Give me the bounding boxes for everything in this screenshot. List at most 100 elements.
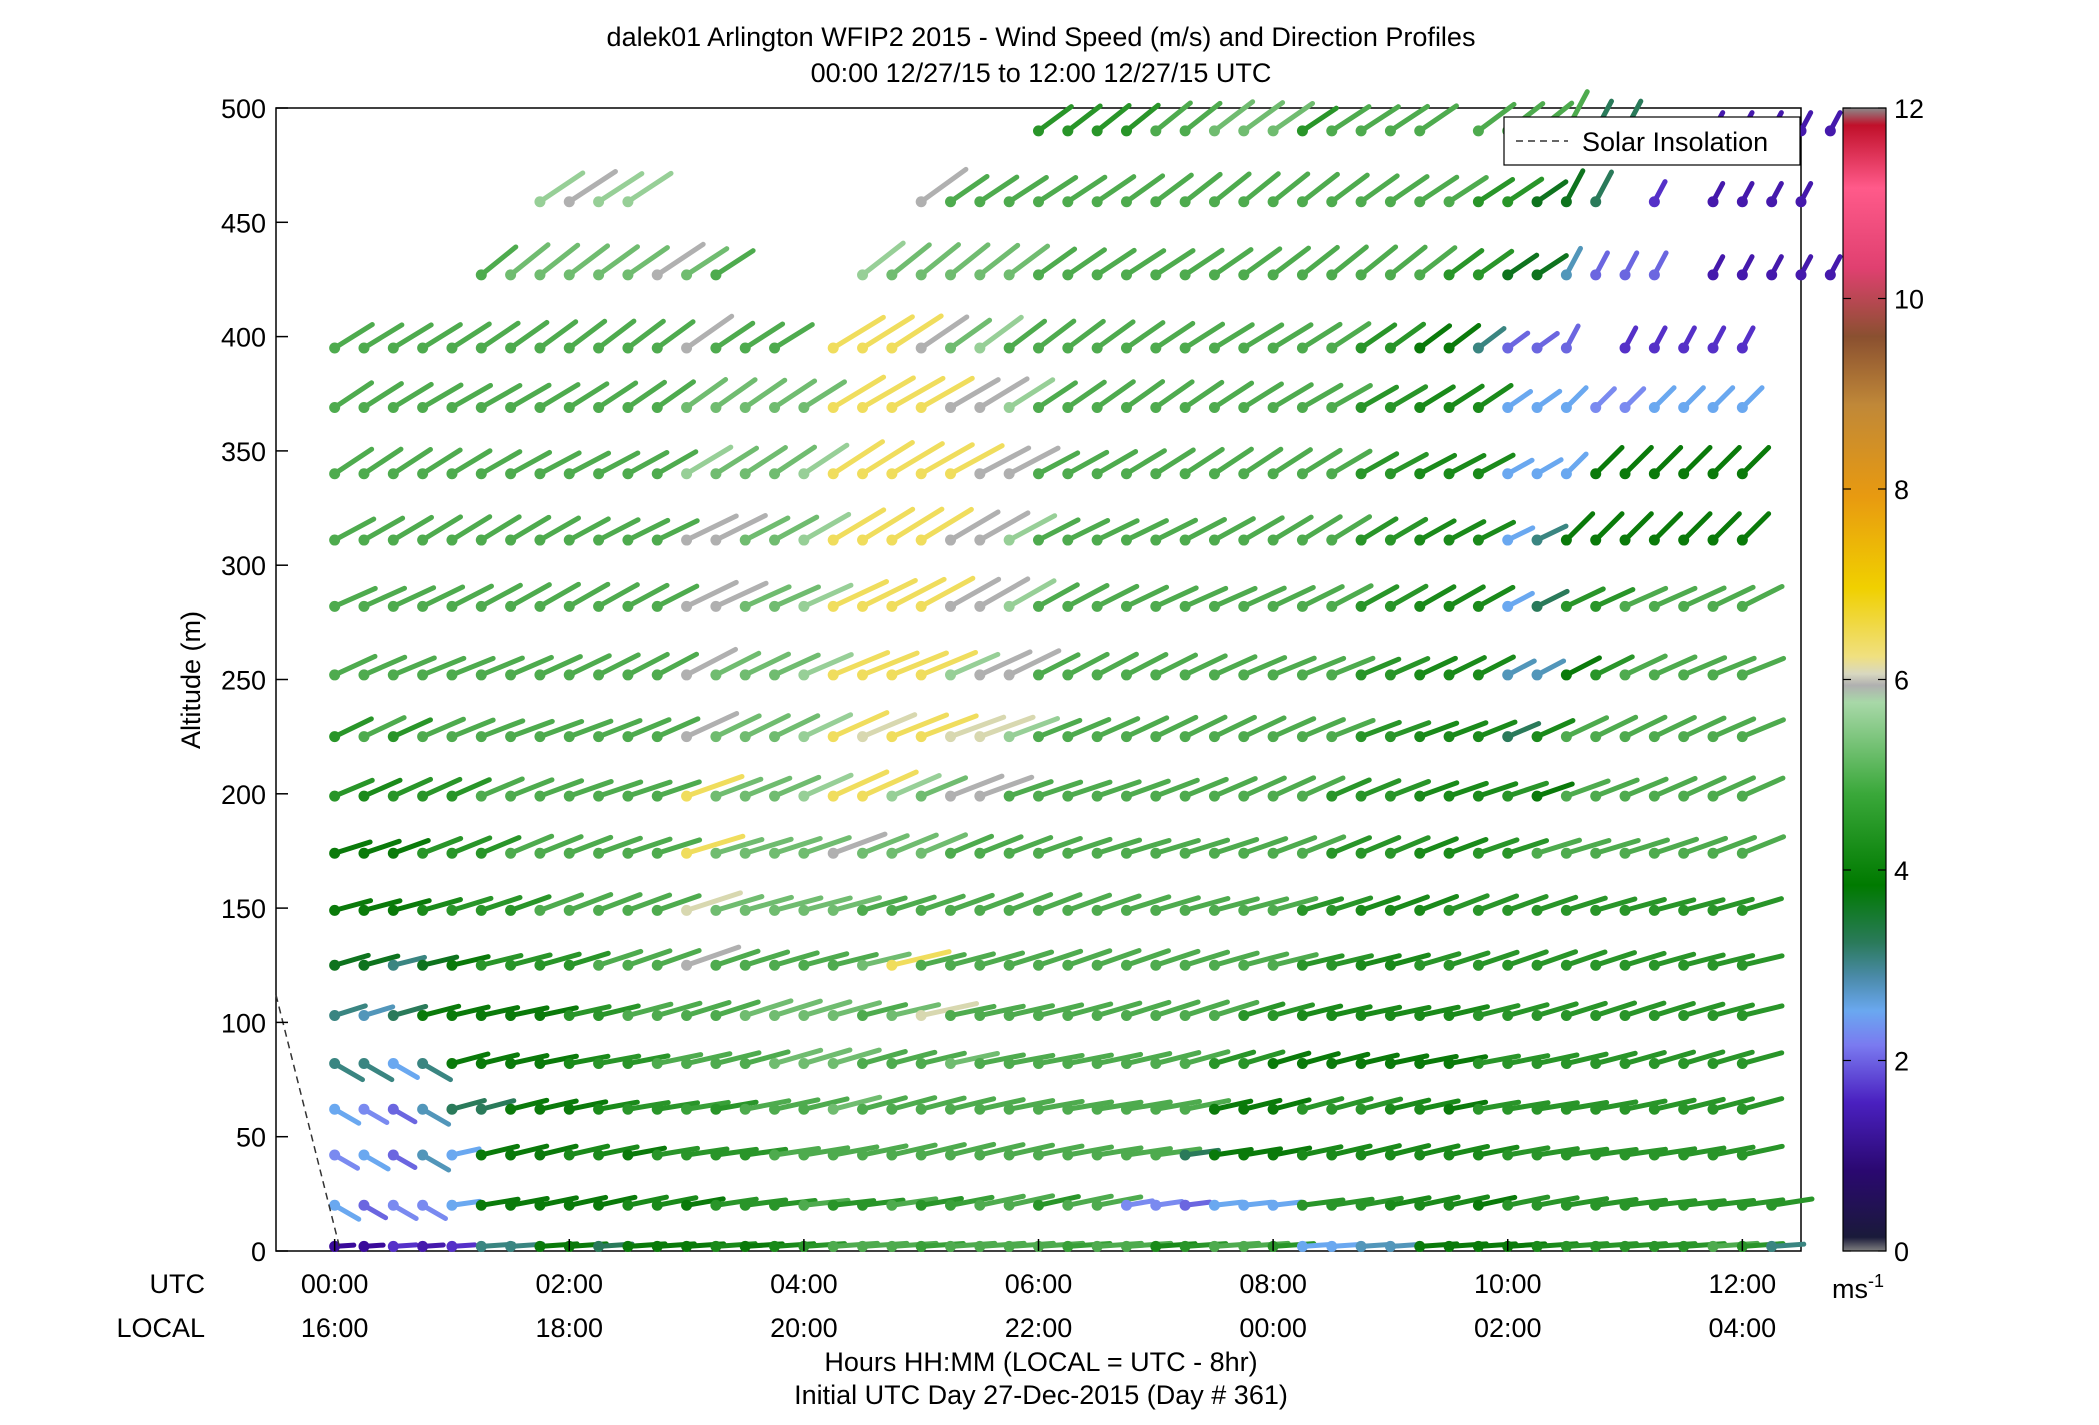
barb-340m-0.75h-shaft <box>420 447 463 477</box>
barb-459m-7.75h-dot <box>1238 196 1250 208</box>
barb-395m-5.25h-dot <box>945 342 957 354</box>
barb-199m-2.00h-shaft <box>566 779 614 799</box>
barb-225m-0.50h-dot <box>387 731 399 743</box>
barb-340m-7.50h-dot <box>1208 468 1220 480</box>
barb-340m-1.00h-dot <box>446 468 458 480</box>
barb-490m-6.50h-dot <box>1091 125 1103 137</box>
barb-42m-8.00h-dot <box>1267 1149 1279 1161</box>
barb-174m-0.75h-dot <box>417 847 429 859</box>
barb-395m-3.25h-dot <box>710 342 722 354</box>
barb-459m-6.75h-shaft <box>1123 173 1166 205</box>
barb-174m-1.00h-shaft <box>449 835 493 856</box>
barb-311m-7.00h-shaft <box>1153 517 1199 543</box>
barb-42m-7.75h-dot <box>1238 1149 1250 1161</box>
barb-20m-0.50h-dot <box>387 1199 399 1211</box>
barb-369m-8.00h-dot <box>1267 401 1279 413</box>
barb-2m-11.50h-dot <box>1678 1240 1690 1252</box>
barb-62m-10.25h-shaft <box>1534 1100 1580 1112</box>
barb-149m-0.25h-dot <box>358 904 370 916</box>
barb-282m-9.00h-dot <box>1384 600 1396 612</box>
barb-103m-5.75h-shaft <box>1006 1003 1055 1019</box>
barb-282m-4.75h-shaft <box>889 576 947 609</box>
barb-103m-1.50h-dot <box>505 1010 517 1022</box>
barb-340m-0.50h-shaft <box>390 446 433 477</box>
barb-82m-9.50h-shaft <box>1446 1054 1489 1067</box>
barb-2m-5.25h-dot <box>945 1240 957 1252</box>
barb-125m-8.00h-shaft <box>1270 952 1319 968</box>
barb-340m-11.25h-dot <box>1648 468 1660 480</box>
barb-225m-8.00h-shaft <box>1270 716 1317 740</box>
barb-174m-9.25h-shaft <box>1417 836 1459 856</box>
barb-62m-8.00h-shaft <box>1270 1097 1312 1112</box>
barb-125m-7.00h-dot <box>1150 959 1162 971</box>
barb-311m-11.25h-dot <box>1648 534 1660 546</box>
barb-103m-8.50h-shaft <box>1329 1004 1373 1019</box>
barb-103m-7.00h-shaft <box>1153 999 1201 1019</box>
barb-340m-3.50h-dot <box>739 468 751 480</box>
barb-369m-9.00h-dot <box>1384 401 1396 413</box>
barb-340m-2.25h-dot <box>593 468 605 480</box>
barb-125m-10.50h-shaft <box>1563 949 1608 968</box>
barb-311m-6.50h-shaft <box>1094 518 1140 543</box>
barb-395m-9.00h-shaft <box>1387 321 1427 351</box>
barb-311m-2.50h-dot <box>622 534 634 546</box>
barb-2m-12.25h-dot <box>1766 1240 1778 1252</box>
barb-340m-5.25h-dot <box>945 468 957 480</box>
barb-252m-3.75h-shaft <box>772 652 821 678</box>
barb-2m-4.50h-dot <box>857 1240 869 1252</box>
barb-103m-11.50h-shaft <box>1681 1001 1726 1019</box>
x-tick-label-local-3: 22:00 <box>1005 1313 1073 1343</box>
barb-199m-5.50h-dot <box>974 790 986 802</box>
barb-62m-9.50h-dot <box>1443 1103 1455 1115</box>
barb-62m-9.75h-shaft <box>1475 1099 1522 1112</box>
barb-149m-6.25h-dot <box>1062 904 1074 916</box>
barb-311m-0.75h-shaft <box>420 514 464 543</box>
barb-199m-7.00h-dot <box>1150 790 1162 802</box>
barb-311m-4.75h-shaft <box>889 506 945 543</box>
barb-225m-9.50h-dot <box>1443 731 1455 743</box>
barb-340m-0.25h-dot <box>358 468 370 480</box>
barb-20m-12.00h-dot <box>1736 1199 1748 1211</box>
barb-369m-0.00h-shaft <box>332 380 375 410</box>
barb-103m-1.00h-shaft <box>449 1004 491 1019</box>
barb-199m-8.00h-dot <box>1267 790 1279 802</box>
barb-149m-9.00h-shaft <box>1387 894 1430 913</box>
barb-225m-8.25h-shaft <box>1299 717 1346 740</box>
barb-149m-7.50h-dot <box>1208 904 1220 916</box>
barb-395m-9.25h-shaft <box>1417 323 1453 351</box>
barb-174m-0.25h-dot <box>358 847 370 859</box>
barb-395m-11.25h-dot <box>1648 342 1660 354</box>
barb-225m-5.00h-shaft <box>918 713 979 740</box>
barb-199m-3.25h-dot <box>710 790 722 802</box>
barb-395m-3.00h-dot <box>681 342 693 354</box>
barb-42m-2.75h-shaft <box>654 1145 701 1158</box>
barb-125m-4.75h-dot <box>886 959 898 971</box>
barb-2m-11.75h-dot <box>1707 1240 1719 1252</box>
barb-174m-4.50h-dot <box>857 847 869 859</box>
barb-149m-1.25h-shaft <box>478 895 523 913</box>
barb-459m-7.50h-shaft <box>1211 171 1252 205</box>
barb-20m-12.25h-shaft <box>1769 1196 1815 1208</box>
barb-42m-5.00h-shaft <box>918 1142 967 1158</box>
barb-174m-11.25h-shaft <box>1651 836 1700 856</box>
barb-82m-11.25h-shaft <box>1651 1049 1697 1067</box>
barb-82m-7.00h-dot <box>1150 1058 1162 1070</box>
barb-459m-9.25h-shaft <box>1417 174 1460 205</box>
barb-20m-11.25h-dot <box>1648 1199 1660 1211</box>
barb-174m-5.50h-shaft <box>977 834 1024 856</box>
barb-311m-5.50h-dot <box>974 534 986 546</box>
barb-225m-1.00h-dot <box>446 731 458 743</box>
x-axis-label-day: Initial UTC Day 27-Dec-2015 (Day # 361) <box>794 1380 1288 1410</box>
barb-125m-0.25h-shaft <box>361 953 401 968</box>
barb-369m-4.50h-dot <box>857 401 869 413</box>
barb-459m-8.25h-shaft <box>1299 171 1340 205</box>
barb-459m-7.25h-shaft <box>1182 171 1223 205</box>
barb-282m-7.50h-shaft <box>1211 585 1258 609</box>
barb-311m-5.75h-shaft <box>1006 513 1058 543</box>
barb-311m-10.75h-dot <box>1590 534 1602 546</box>
barb-174m-8.50h-dot <box>1326 847 1338 859</box>
barb-62m-2.00h-shaft <box>566 1099 609 1112</box>
barb-82m-9.75h-dot <box>1472 1058 1484 1070</box>
barb-199m-9.75h-dot <box>1472 790 1484 802</box>
barb-125m-12.00h-shaft <box>1739 953 1785 968</box>
